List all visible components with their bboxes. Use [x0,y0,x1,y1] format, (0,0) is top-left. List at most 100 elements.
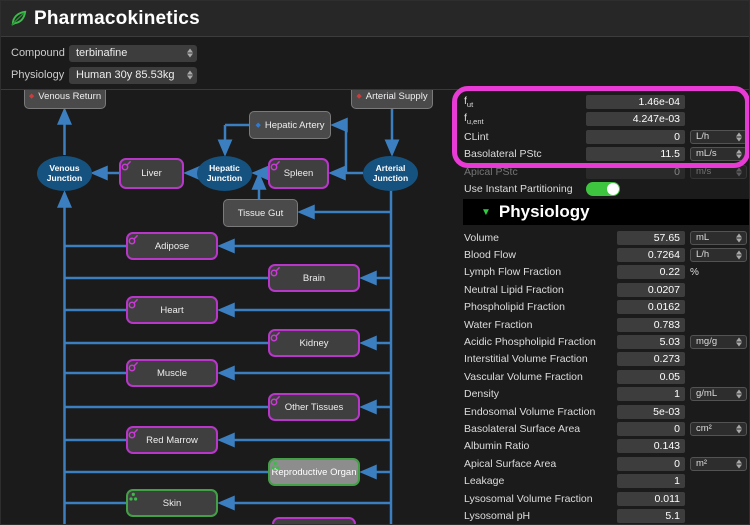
param-value-input[interactable]: 11.5 [586,147,685,162]
param-value-input[interactable]: 0.22 [617,265,685,280]
diagram-node-arterial-junction[interactable]: Arterial Junction [363,156,418,191]
node-label: Skin [162,497,182,509]
param-label: Lysosomal Volume Fraction [464,492,593,505]
diagram-node-hepatic-junction[interactable]: Hepatic Junction [197,156,252,191]
diagram-node-reproductive-organ[interactable]: Reproductive Organ [268,458,360,486]
unit-select[interactable]: L/h [690,247,747,262]
diagram-node-red-marrow[interactable]: Red Marrow [126,426,218,454]
unit-select[interactable]: m/s [690,164,747,179]
param-row-basolateral-pstc: Basolateral PStc 11.5 mL/s [457,146,749,162]
param-value-input[interactable]: 0.0162 [617,300,685,315]
param-value-input[interactable]: 1 [617,387,685,402]
param-value-input[interactable]: 57.65 [617,230,685,245]
flask-icon [270,331,281,342]
node-label: Red Marrow [146,434,198,446]
param-row-lysosomal-volume-fraction: Lysosomal Volume Fraction 0.011 [457,491,749,507]
param-label: Blood Flow [464,248,516,261]
param-row-vascular-volume-fraction: Vascular Volume Fraction 0.05 [457,369,749,385]
node-label: Tissue Gut [237,207,284,219]
physiology-section-header[interactable]: ▼ Physiology [463,199,749,225]
param-label: Apical PStc [464,165,518,178]
param-value-input[interactable]: 0.273 [617,352,685,367]
title-bar: Pharmacokinetics [1,1,749,37]
diagram-node-spleen[interactable]: Spleen [268,158,329,189]
parameters-panel: fut 1.46e-04 fu,ent 4.247e-03 CLint 0 L/h Basol… [457,90,749,524]
param-label: CLint [464,130,489,143]
param-value-input[interactable]: 1.46e-04 [586,95,685,109]
select-stepper-icon [187,48,193,58]
diagram-node-tissue-gut[interactable]: Tissue Gut [223,199,298,227]
select-stepper-icon [736,149,742,159]
param-value-input[interactable]: 0 [617,421,685,436]
unit-select[interactable]: mg/g [690,334,747,349]
unit-select[interactable]: L/h [690,129,747,144]
param-label: Vascular Volume Fraction [464,370,583,383]
physiology-label: Physiology [11,69,65,81]
diagram-node-hepatic-artery[interactable]: ◆ Hepatic Artery [249,111,331,139]
diagram-node-partial-organ[interactable] [272,517,356,524]
node-label: Venous Return [38,90,102,102]
instant-partitioning-toggle[interactable] [586,182,620,196]
diagram-node-muscle[interactable]: Muscle [126,359,218,387]
red-diamond-icon: ◆ [356,92,362,100]
select-stepper-icon [736,389,742,399]
param-value-input[interactable]: 0.0207 [617,282,685,297]
flask-icon [128,361,139,372]
param-label: Neutral Lipid Fraction [464,283,564,296]
param-row-leakage: Leakage 1 [457,473,749,489]
model-selectors: Compound terbinafine Physiology Human 30… [11,43,197,87]
param-label: Albumin Ratio [464,440,530,453]
param-value-input[interactable]: 0 [586,164,685,179]
param-label: Density [464,388,500,401]
param-value-input[interactable]: 0.7264 [617,247,685,262]
dots-icon [129,492,138,501]
red-diamond-icon: ◆ [28,92,35,100]
param-value-input[interactable]: 1 [617,474,685,489]
flask-icon [270,160,281,171]
diagram-node-venous-junction[interactable]: Venous Junction [37,156,92,191]
collapse-arrow-icon: ▼ [481,206,491,218]
param-value-input[interactable]: 0.011 [617,491,685,506]
param-value-input[interactable]: 5.03 [617,334,685,349]
blue-diamond-icon: ◆ [255,121,261,129]
physiology-select[interactable]: Human 30y 85.53kg [69,66,197,84]
select-stepper-icon [736,424,742,434]
diagram-node-brain[interactable]: Brain [268,264,360,292]
diagram-node-heart[interactable]: Heart [126,296,218,324]
flask-icon [128,234,139,245]
diagram-node-venous-return[interactable]: ◆ Venous Return [24,90,106,109]
diagram-node-adipose[interactable]: Adipose [126,232,218,260]
diagram-node-liver[interactable]: Liver [119,158,184,189]
param-value-input[interactable]: 0.143 [617,439,685,454]
diagram-node-skin[interactable]: Skin [126,489,218,517]
flask-icon [128,428,139,439]
param-value-input[interactable]: 0 [617,456,685,471]
param-value-input[interactable]: 4.247e-03 [586,112,685,127]
param-value-input[interactable]: 0.783 [617,317,685,332]
node-label: Arterial Supply [365,90,428,102]
node-label: Muscle [156,367,188,379]
compound-select[interactable]: terbinafine [69,44,197,62]
flask-icon [128,298,139,309]
unit-select[interactable]: mL/s [690,147,747,162]
param-value-input[interactable]: 5.1 [617,508,685,523]
param-label: Water Fraction [464,318,533,331]
unit-select[interactable]: mL [690,230,747,245]
diagram-node-other-tissues[interactable]: Other Tissues [268,393,360,421]
param-label: Endosomal Volume Fraction [464,405,596,418]
param-row-acidic-phospholipid-fraction: Acidic Phospholipid Fraction 5.03 mg/g [457,334,749,350]
param-row-fu-ent: fu,ent 4.247e-03 [457,111,749,127]
unit-select[interactable]: cm² [690,421,747,436]
diagram-node-arterial-supply[interactable]: ◆ Arterial Supply [351,90,433,109]
param-value-input[interactable]: 0 [586,129,685,144]
unit-select[interactable]: m² [690,456,747,471]
unit-select[interactable]: g/mL [690,387,747,402]
param-label: Basolateral Surface Area [464,422,581,435]
param-row-basolateral-surface-area: Basolateral Surface Area 0 cm² [457,421,749,437]
param-label: Apical Surface Area [464,457,557,470]
diagram-node-kidney[interactable]: Kidney [268,329,360,357]
param-value-input[interactable]: 5e-03 [617,404,685,419]
node-label: Heart [160,304,184,316]
param-value-input[interactable]: 0.05 [617,369,685,384]
